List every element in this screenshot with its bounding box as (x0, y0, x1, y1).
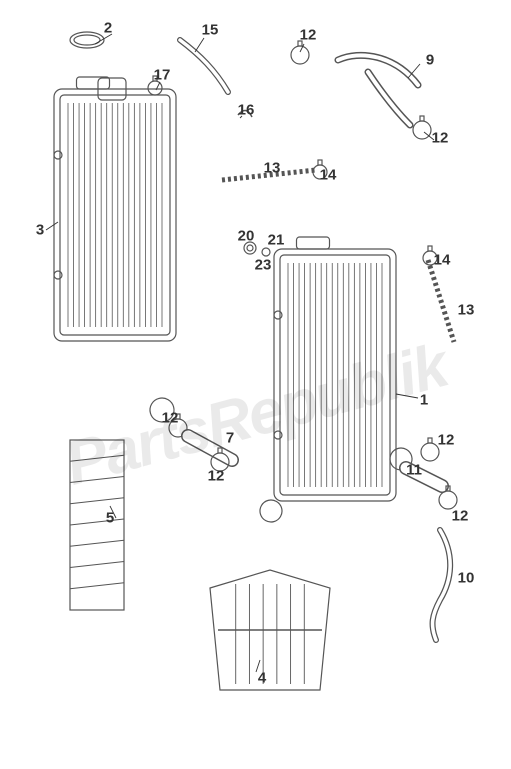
callout-21: 21 (268, 232, 285, 249)
callout-12: 12 (162, 410, 179, 427)
callout-10: 10 (458, 570, 475, 587)
callout-5: 5 (106, 510, 114, 527)
callout-13: 13 (458, 302, 475, 319)
callout-4: 4 (258, 670, 266, 687)
callout-20: 20 (238, 228, 255, 245)
callout-23: 23 (255, 257, 272, 274)
callout-12: 12 (452, 508, 469, 525)
callout-1: 1 (420, 392, 428, 409)
callout-16: 16 (238, 102, 255, 119)
callout-14: 14 (434, 252, 451, 269)
callout-17: 17 (154, 67, 171, 84)
callout-12: 12 (208, 468, 225, 485)
callout-3: 3 (36, 222, 44, 239)
callout-15: 15 (202, 22, 219, 39)
callout-13: 13 (264, 160, 281, 177)
callout-12: 12 (432, 130, 449, 147)
callout-14: 14 (320, 167, 337, 184)
callout-11: 11 (406, 462, 422, 479)
callout-2: 2 (104, 20, 112, 37)
callout-12: 12 (438, 432, 455, 449)
callout-9: 9 (426, 52, 434, 69)
callout-7: 7 (226, 430, 234, 447)
callout-12: 12 (300, 27, 317, 44)
